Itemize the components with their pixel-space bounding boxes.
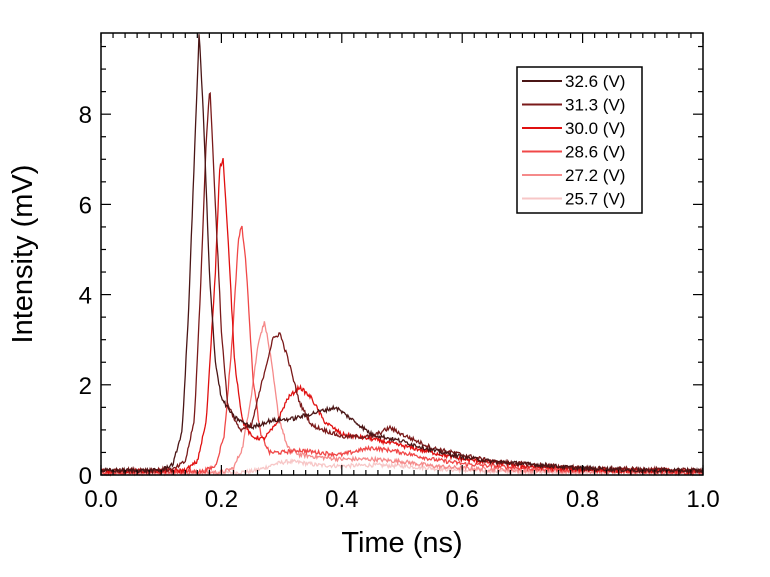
legend-box [516,66,643,214]
legend: 32.6 (V) 31.3 (V) 30.0 (V) 28.6 (V) 27.2 (V)… [516,66,643,214]
legend-label: 32.6 (V) [565,72,625,91]
y-tick-label: 4 [79,283,92,310]
y-axis-title: Intensity (mV) [7,165,39,344]
x-tick-label: 0.2 [205,486,238,513]
x-tick-label: 0.8 [566,486,599,513]
y-tick-label: 6 [79,192,92,219]
x-tick-label: 0.4 [325,486,358,513]
y-tick-label: 8 [79,102,92,129]
labels-layer: 0.0 0.2 0.4 0.6 0.8 1.0 0 2 4 6 8 [79,102,720,513]
y-tick-label: 2 [79,373,92,400]
series-layer [100,34,704,477]
x-axis-title: Time (ns) [341,527,462,559]
y-tick-label: 0 [79,463,92,490]
x-tick-label: 0.0 [84,486,117,513]
x-tick-label: 1.0 [686,486,719,513]
legend-label: 27.2 (V) [565,166,625,185]
legend-label: 30.0 (V) [565,119,625,138]
legend-label: 31.3 (V) [565,96,625,115]
legend-label: 25.7 (V) [565,190,625,209]
ticks-layer [100,33,704,476]
series-line [100,34,704,475]
x-tick-label: 0.6 [446,486,479,513]
legend-label: 28.6 (V) [565,143,625,162]
